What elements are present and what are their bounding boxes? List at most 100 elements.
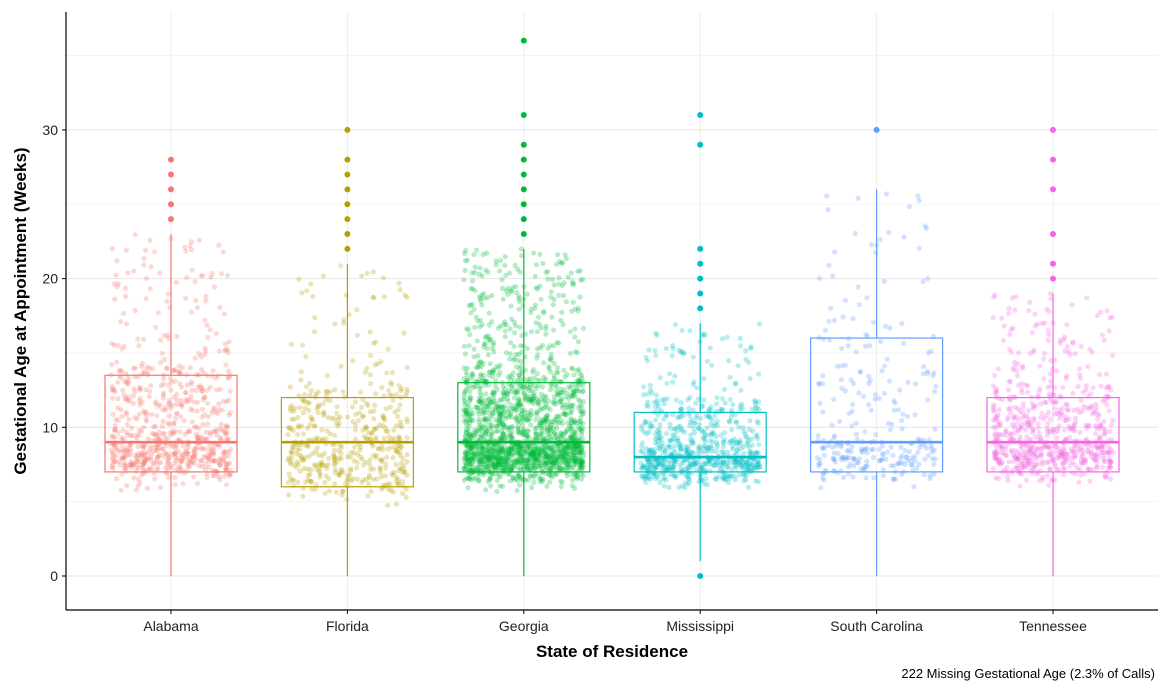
jitter-point — [880, 473, 886, 479]
jitter-point — [512, 323, 519, 329]
jitter-point — [551, 449, 558, 455]
jitter-point — [328, 415, 334, 421]
jitter-point — [484, 250, 490, 256]
jitter-point — [548, 472, 555, 478]
jitter-point — [520, 462, 526, 468]
jitter-point — [688, 461, 694, 467]
jitter-point — [118, 449, 124, 455]
jitter-point — [649, 459, 655, 465]
jitter-point — [493, 455, 500, 461]
jitter-point — [501, 459, 507, 466]
jitter-point — [160, 446, 166, 452]
jitter-point — [533, 385, 539, 392]
jitter-point — [735, 363, 741, 369]
jitter-point — [653, 392, 660, 398]
jitter-point — [499, 465, 505, 471]
jitter-point — [1108, 476, 1114, 482]
jitter-point — [221, 449, 227, 455]
jitter-point — [549, 444, 555, 450]
jitter-point — [485, 336, 492, 343]
jitter-point — [492, 464, 498, 470]
jitter-point — [495, 462, 501, 468]
jitter-point — [556, 275, 562, 281]
jitter-point — [925, 276, 931, 282]
jitter-point — [529, 484, 535, 491]
jitter-point — [554, 340, 560, 346]
jitter-point — [148, 383, 154, 389]
jitter-point — [530, 396, 537, 402]
jitter-point — [850, 474, 856, 480]
jitter-point — [531, 442, 537, 448]
jitter-point — [533, 425, 540, 431]
jitter-point — [466, 455, 472, 461]
jitter-point — [478, 434, 484, 440]
jitter-point — [404, 419, 410, 425]
jitter-point — [543, 417, 549, 423]
jitter-point — [467, 411, 474, 417]
jitter-point — [502, 459, 508, 465]
jitter-point — [526, 460, 533, 466]
jitter-point — [161, 431, 167, 437]
jitter-point — [535, 444, 542, 450]
jitter-point — [1013, 414, 1019, 420]
jitter-point — [116, 368, 122, 374]
jitter-point — [558, 379, 564, 385]
jitter-point — [502, 319, 508, 325]
jitter-point — [649, 463, 655, 469]
jitter-point — [285, 457, 291, 463]
jitter-point — [547, 431, 553, 437]
jitter-point — [334, 404, 340, 410]
jitter-point — [530, 452, 536, 458]
jitter-point — [288, 459, 294, 465]
jitter-point — [380, 414, 386, 421]
x-tick-label: Georgia — [499, 618, 549, 634]
jitter-point — [661, 416, 667, 422]
jitter-point — [1077, 366, 1083, 372]
jitter-point — [566, 384, 572, 390]
jitter-point — [534, 456, 540, 462]
jitter-point — [464, 429, 470, 435]
jitter-point — [500, 296, 506, 302]
jitter-point — [662, 448, 668, 454]
jitter-point — [572, 458, 578, 464]
jitter-point — [289, 477, 296, 483]
jitter-point — [471, 346, 477, 352]
jitter-point — [290, 444, 296, 450]
jitter-point — [516, 450, 523, 456]
jitter-point — [524, 442, 530, 448]
jitter-point — [291, 416, 297, 422]
jitter-point — [476, 424, 482, 430]
jitter-point — [135, 444, 141, 450]
jitter-point — [327, 389, 333, 395]
jitter-point — [565, 405, 571, 411]
jitter-point — [667, 421, 673, 427]
jitter-point — [359, 479, 365, 485]
jitter-point — [653, 330, 659, 336]
jitter-point — [564, 461, 570, 467]
jitter-point — [515, 473, 521, 479]
jitter-point — [200, 422, 206, 428]
jitter-point — [489, 445, 495, 451]
jitter-point — [135, 459, 141, 465]
jitter-point — [142, 450, 149, 456]
jitter-point — [482, 295, 488, 301]
jitter-point — [390, 397, 396, 403]
jitter-point — [537, 479, 544, 485]
jitter-point — [382, 473, 388, 479]
jitter-point — [565, 401, 571, 407]
jitter-point — [691, 457, 698, 463]
jitter-point — [515, 377, 521, 383]
jitter-point — [468, 455, 475, 461]
jitter-point — [721, 436, 728, 443]
jitter-point — [361, 433, 367, 440]
jitter-point — [153, 324, 159, 330]
jitter-point — [534, 434, 540, 441]
jitter-point — [217, 305, 223, 311]
jitter-point — [476, 363, 482, 369]
jitter-point — [189, 247, 195, 253]
jitter-point — [198, 273, 204, 279]
y-tick-label: 10 — [42, 419, 58, 435]
jitter-point — [1070, 425, 1077, 431]
jitter-point — [885, 420, 892, 427]
jitter-point — [213, 428, 219, 434]
